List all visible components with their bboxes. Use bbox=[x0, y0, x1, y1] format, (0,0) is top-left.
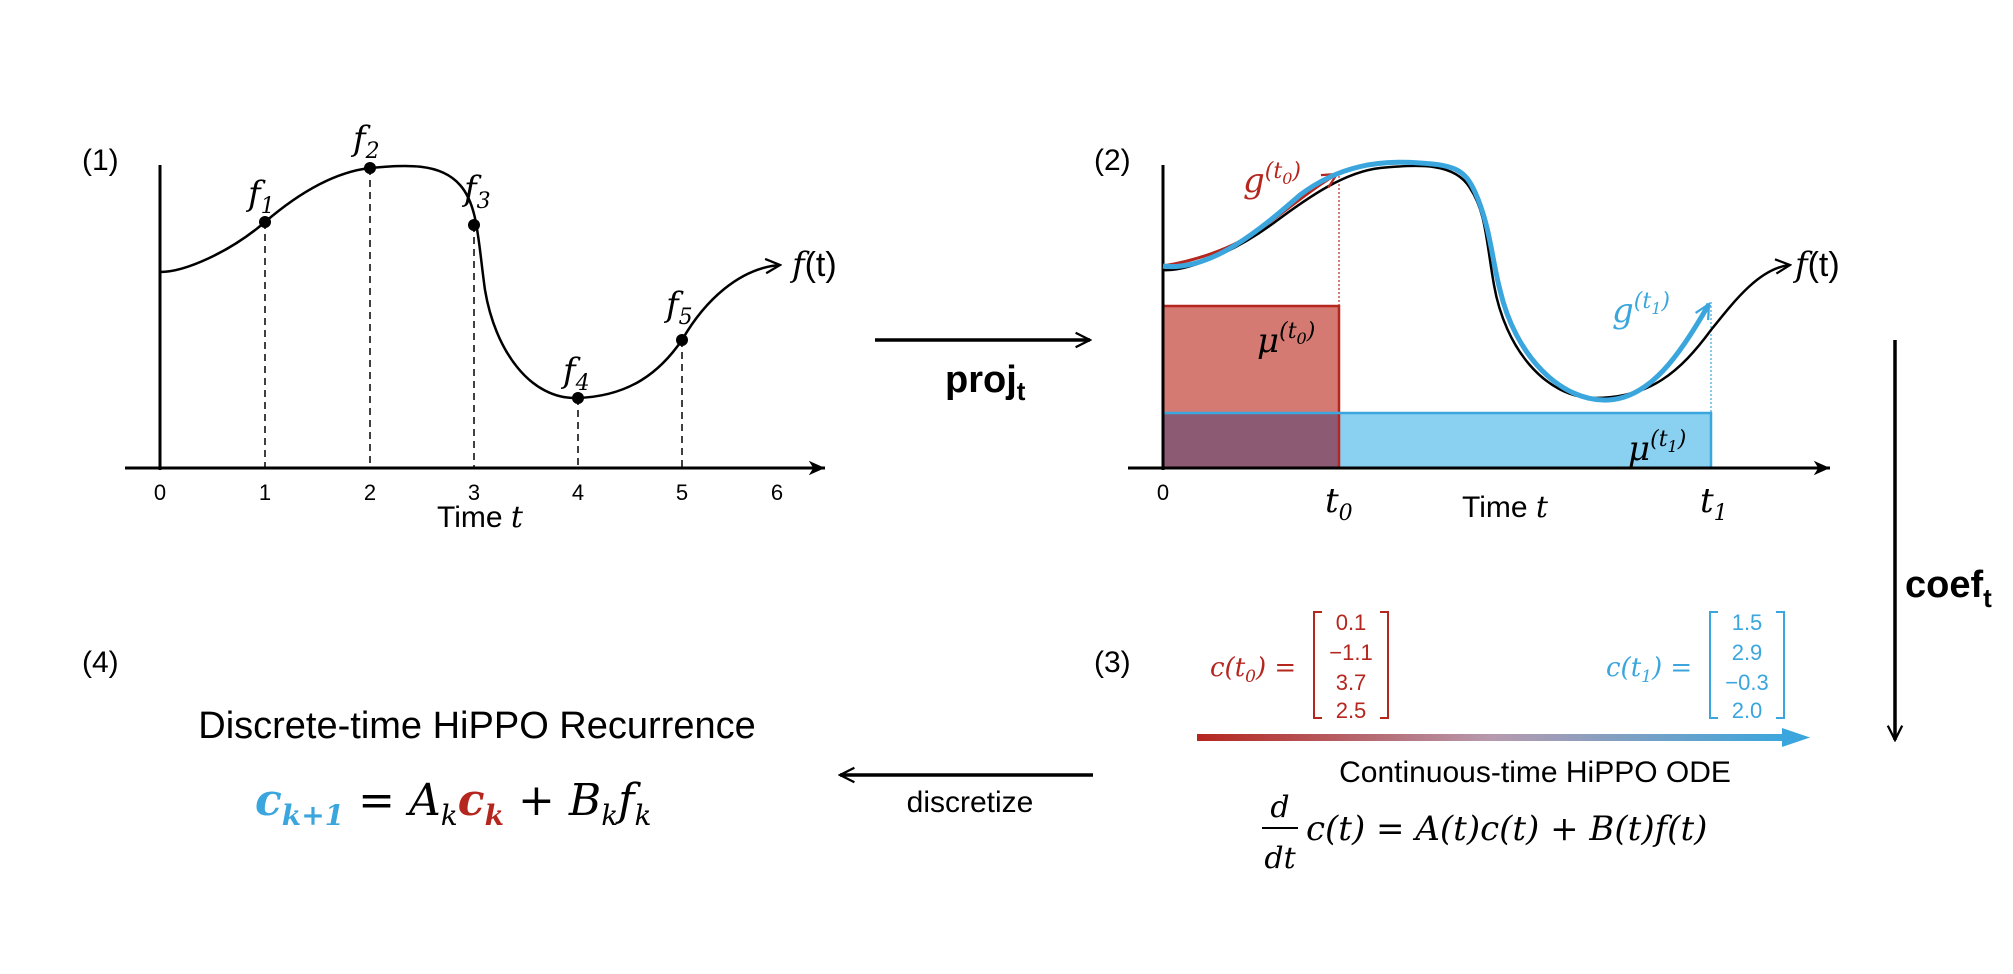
coef-t1-value-1: 1.5 bbox=[1732, 610, 1763, 635]
tick-t1: t1 bbox=[1700, 481, 1728, 526]
panel-3-label: (3) bbox=[1094, 646, 1131, 679]
point-label-1: f1 bbox=[245, 174, 275, 219]
panel-2-curve-label: f(t) bbox=[1792, 245, 1840, 285]
sample-point-1 bbox=[259, 216, 271, 228]
coef-vector-t0-right-bracket bbox=[1380, 611, 1389, 719]
panel-2-tick-0: 0 bbox=[1157, 480, 1169, 505]
label-g-t1: g(t1) bbox=[1612, 289, 1670, 331]
panel-1-x-axis-label: Time t bbox=[437, 500, 524, 535]
panel-4-label: (4) bbox=[82, 646, 119, 679]
label-mu-t0: μ(t0) bbox=[1257, 319, 1315, 361]
sample-point-5 bbox=[676, 334, 688, 346]
coef-t1-value-4: 2.0 bbox=[1732, 698, 1763, 723]
coef-t0-value-2: −1.1 bbox=[1329, 640, 1372, 665]
tick-label-3: 3 bbox=[468, 480, 480, 505]
coef-vector-t0-lhs: c(t0) = bbox=[1210, 653, 1296, 687]
panel-2-function-curve bbox=[1162, 164, 1790, 400]
coef-t0-value-1: 0.1 bbox=[1336, 610, 1367, 635]
coef-t1-value-3: −0.3 bbox=[1725, 670, 1768, 695]
sample-point-3 bbox=[468, 219, 480, 231]
tick-label-5: 5 bbox=[676, 480, 688, 505]
panel-1-label: (1) bbox=[82, 144, 119, 177]
ode-title: Continuous-time HiPPO ODE bbox=[1339, 756, 1731, 789]
coef-arrow: coeft bbox=[1895, 340, 1992, 740]
point-label-3: f3 bbox=[461, 169, 491, 214]
proj-arrow-label: projt bbox=[945, 359, 1026, 406]
panel-1-function-curve bbox=[159, 164, 780, 400]
panel-2-label: (2) bbox=[1094, 144, 1131, 177]
tick-label-6: 6 bbox=[771, 480, 783, 505]
coef-arrow-label: coeft bbox=[1905, 564, 1992, 613]
measure-mu-t1-fill bbox=[1339, 413, 1711, 468]
coef-vector-t1-left-bracket bbox=[1709, 611, 1718, 719]
coef-vector-t1-right-bracket bbox=[1776, 611, 1785, 719]
gradient-time-arrow bbox=[1197, 734, 1787, 741]
panel-4: (4) Discrete-time HiPPO Recurrence ck+1 =… bbox=[82, 646, 756, 832]
panel-2: (2) g(t0) g(t1) μ(t0) μ(t1) f(t) 0 t0 t1… bbox=[1094, 144, 1840, 526]
tick-label-4: 4 bbox=[572, 480, 584, 505]
coef-t0-value-3: 3.7 bbox=[1336, 670, 1367, 695]
discretize-arrow-label: discretize bbox=[907, 786, 1034, 819]
gradient-time-arrow-head bbox=[1782, 728, 1810, 747]
panel-1: (1) f1 f2 f3 f4 f5 f(t) 0 1 2 3 4 5 6 bbox=[82, 119, 837, 535]
measure-overlap-fill bbox=[1163, 413, 1339, 468]
ode-frac-denominator: dt bbox=[1264, 841, 1296, 876]
panel-2-x-axis-label: Time t bbox=[1462, 490, 1549, 525]
ode-frac-numerator: d bbox=[1270, 790, 1289, 825]
approximation-g-t1 bbox=[1162, 159, 1712, 403]
sample-point-2 bbox=[364, 162, 376, 174]
label-g-t0: g(t0) bbox=[1243, 159, 1301, 201]
sample-point-4 bbox=[572, 392, 584, 404]
point-label-5: f5 bbox=[663, 285, 693, 330]
discretize-arrow: discretize bbox=[840, 775, 1093, 819]
tick-label-2: 2 bbox=[364, 480, 376, 505]
proj-arrow: projt bbox=[875, 340, 1090, 406]
tick-label-0: 0 bbox=[154, 480, 166, 505]
coef-vector-t1-lhs: c(t1) = bbox=[1606, 653, 1692, 687]
recurrence-lhs: c bbox=[255, 775, 282, 826]
panel-1-curve-label: f(t) bbox=[789, 245, 837, 285]
point-label-4: f4 bbox=[560, 351, 590, 396]
coef-t1-value-2: 2.9 bbox=[1732, 640, 1763, 665]
tick-t0: t0 bbox=[1325, 481, 1353, 526]
recurrence-equation: ck+1 = Akck + Bkfk bbox=[255, 775, 651, 832]
recurrence-title: Discrete-time HiPPO Recurrence bbox=[198, 705, 755, 747]
panel-3: (3) c(t0) = 0.1 −1.1 3.7 2.5 c(t1) = 1.5… bbox=[1094, 610, 1810, 876]
coef-vector-t0-left-bracket bbox=[1313, 611, 1322, 719]
tick-label-1: 1 bbox=[259, 480, 271, 505]
ode-equation: c(t) = A(t)c(t) + B(t)f(t) bbox=[1306, 809, 1707, 849]
point-label-2: f2 bbox=[350, 119, 380, 164]
recurrence-ck: c bbox=[458, 775, 485, 826]
coef-t0-value-4: 2.5 bbox=[1336, 698, 1367, 723]
label-mu-t1: μ(t1) bbox=[1628, 427, 1686, 469]
